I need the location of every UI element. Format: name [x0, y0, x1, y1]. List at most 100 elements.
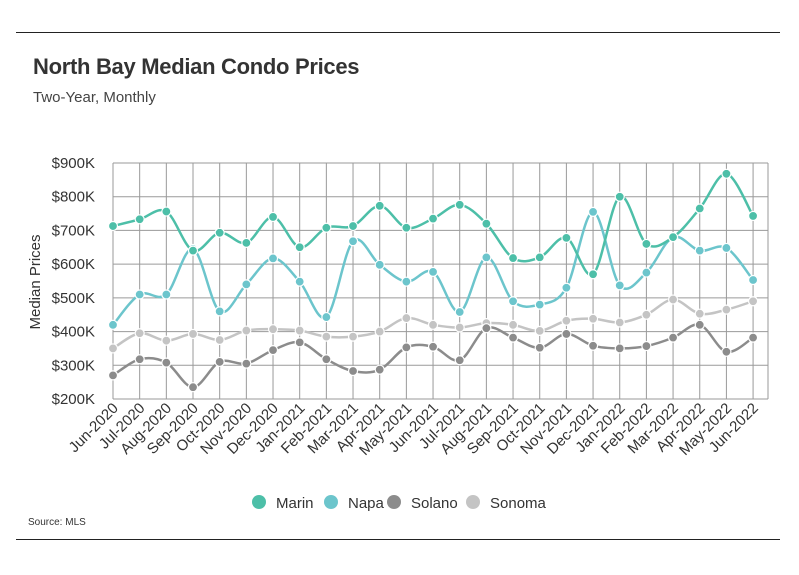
data-point-marin: [427, 213, 439, 224]
data-point-sonoma: [187, 328, 199, 340]
data-point-marin: [161, 206, 172, 217]
data-point-solano: [641, 340, 652, 352]
data-point-marin: [401, 222, 412, 233]
data-point-marin: [454, 199, 465, 210]
data-point-sonoma: [641, 309, 652, 320]
data-point-napa: [267, 253, 279, 264]
data-point-sonoma: [134, 328, 145, 339]
legend-label-napa: Napa: [348, 495, 385, 512]
legend-label-solano: Solano: [411, 495, 458, 512]
source-note: Source: MLS: [28, 517, 86, 528]
data-point-sonoma: [241, 325, 252, 336]
y-tick-label: $800K: [52, 189, 95, 206]
data-point-napa: [161, 289, 172, 300]
data-point-solano: [187, 382, 199, 393]
data-point-marin: [694, 203, 705, 214]
data-point-sonoma: [161, 335, 172, 346]
data-point-napa: [347, 236, 359, 247]
data-point-marin: [267, 211, 279, 223]
data-point-marin: [667, 232, 679, 243]
series-marin: [107, 168, 759, 280]
data-point-solano: [321, 354, 332, 365]
data-point-sonoma: [374, 326, 385, 337]
data-point-solano: [427, 341, 439, 352]
data-point-marin: [294, 242, 305, 253]
data-point-solano: [561, 328, 572, 340]
data-point-sonoma: [347, 331, 359, 342]
data-point-napa: [427, 266, 439, 277]
legend-marker-marin: [252, 495, 266, 509]
data-point-marin: [134, 214, 145, 225]
bottom-rule: [16, 539, 780, 540]
data-point-sonoma: [534, 325, 545, 336]
data-point-marin: [347, 220, 359, 232]
data-point-napa: [294, 276, 305, 287]
data-point-napa: [721, 242, 732, 254]
data-point-sonoma: [454, 322, 465, 333]
data-point-solano: [534, 342, 545, 353]
data-point-solano: [401, 342, 412, 353]
data-point-solano: [161, 357, 172, 368]
data-point-napa: [534, 299, 545, 310]
data-point-solano: [294, 337, 305, 348]
y-tick-label: $400K: [52, 324, 95, 341]
y-tick-label: $200K: [52, 391, 95, 408]
top-rule: [16, 32, 780, 33]
data-point-napa: [454, 306, 465, 318]
data-point-marin: [587, 269, 599, 280]
data-point-marin: [214, 227, 225, 238]
data-point-marin: [241, 237, 252, 249]
data-point-sonoma: [107, 343, 119, 354]
data-point-solano: [347, 365, 359, 377]
data-point-napa: [747, 274, 759, 286]
y-axis-ticks: $200K $300K $400K $500K $600K $700K $800K $900K: [52, 155, 95, 408]
data-point-marin: [107, 220, 119, 232]
data-point-sonoma: [321, 331, 332, 342]
legend-item-marin: Marin: [252, 495, 314, 512]
data-point-napa: [241, 279, 252, 290]
series-solano: [107, 319, 759, 393]
y-tick-label: $900K: [52, 155, 95, 172]
legend-label-sonoma: Sonoma: [490, 495, 547, 512]
legend-item-solano: Solano: [387, 495, 458, 512]
data-point-napa: [561, 282, 572, 293]
legend-marker-solano: [387, 495, 401, 509]
data-point-marin: [534, 252, 545, 263]
y-tick-label: $600K: [52, 256, 95, 273]
data-point-napa: [614, 280, 625, 291]
x-axis-ticks: Jun-2020Jul-2020Aug-2020Sep-2020Oct-2020…: [66, 400, 762, 459]
data-point-sonoma: [267, 324, 279, 335]
data-point-napa: [374, 259, 385, 270]
data-point-napa: [694, 245, 705, 256]
data-point-napa: [507, 296, 519, 307]
data-point-sonoma: [401, 312, 412, 324]
data-point-napa: [134, 289, 145, 300]
data-point-solano: [694, 319, 705, 330]
data-point-solano: [374, 364, 385, 375]
data-point-sonoma: [427, 319, 439, 330]
data-point-napa: [321, 311, 332, 323]
legend-item-sonoma: Sonoma: [466, 495, 547, 512]
chart-subtitle: Two-Year, Monthly: [33, 89, 156, 106]
data-point-solano: [587, 340, 599, 351]
data-point-sonoma: [587, 313, 599, 324]
data-point-marin: [641, 238, 652, 250]
data-point-solano: [214, 356, 225, 368]
data-point-solano: [481, 323, 492, 334]
data-point-solano: [721, 346, 732, 357]
data-point-marin: [614, 191, 625, 202]
data-point-solano: [134, 354, 145, 365]
legend-marker-sonoma: [466, 495, 480, 509]
data-point-sonoma: [294, 325, 305, 336]
y-tick-label: $500K: [52, 290, 95, 307]
data-point-napa: [641, 267, 652, 278]
data-point-marin: [747, 210, 759, 222]
data-point-sonoma: [694, 308, 705, 319]
data-point-napa: [587, 206, 599, 217]
data-point-sonoma: [561, 315, 572, 326]
data-point-solano: [454, 355, 465, 366]
y-tick-label: $300K: [52, 357, 95, 374]
data-point-solano: [241, 358, 252, 369]
data-point-solano: [507, 332, 519, 343]
